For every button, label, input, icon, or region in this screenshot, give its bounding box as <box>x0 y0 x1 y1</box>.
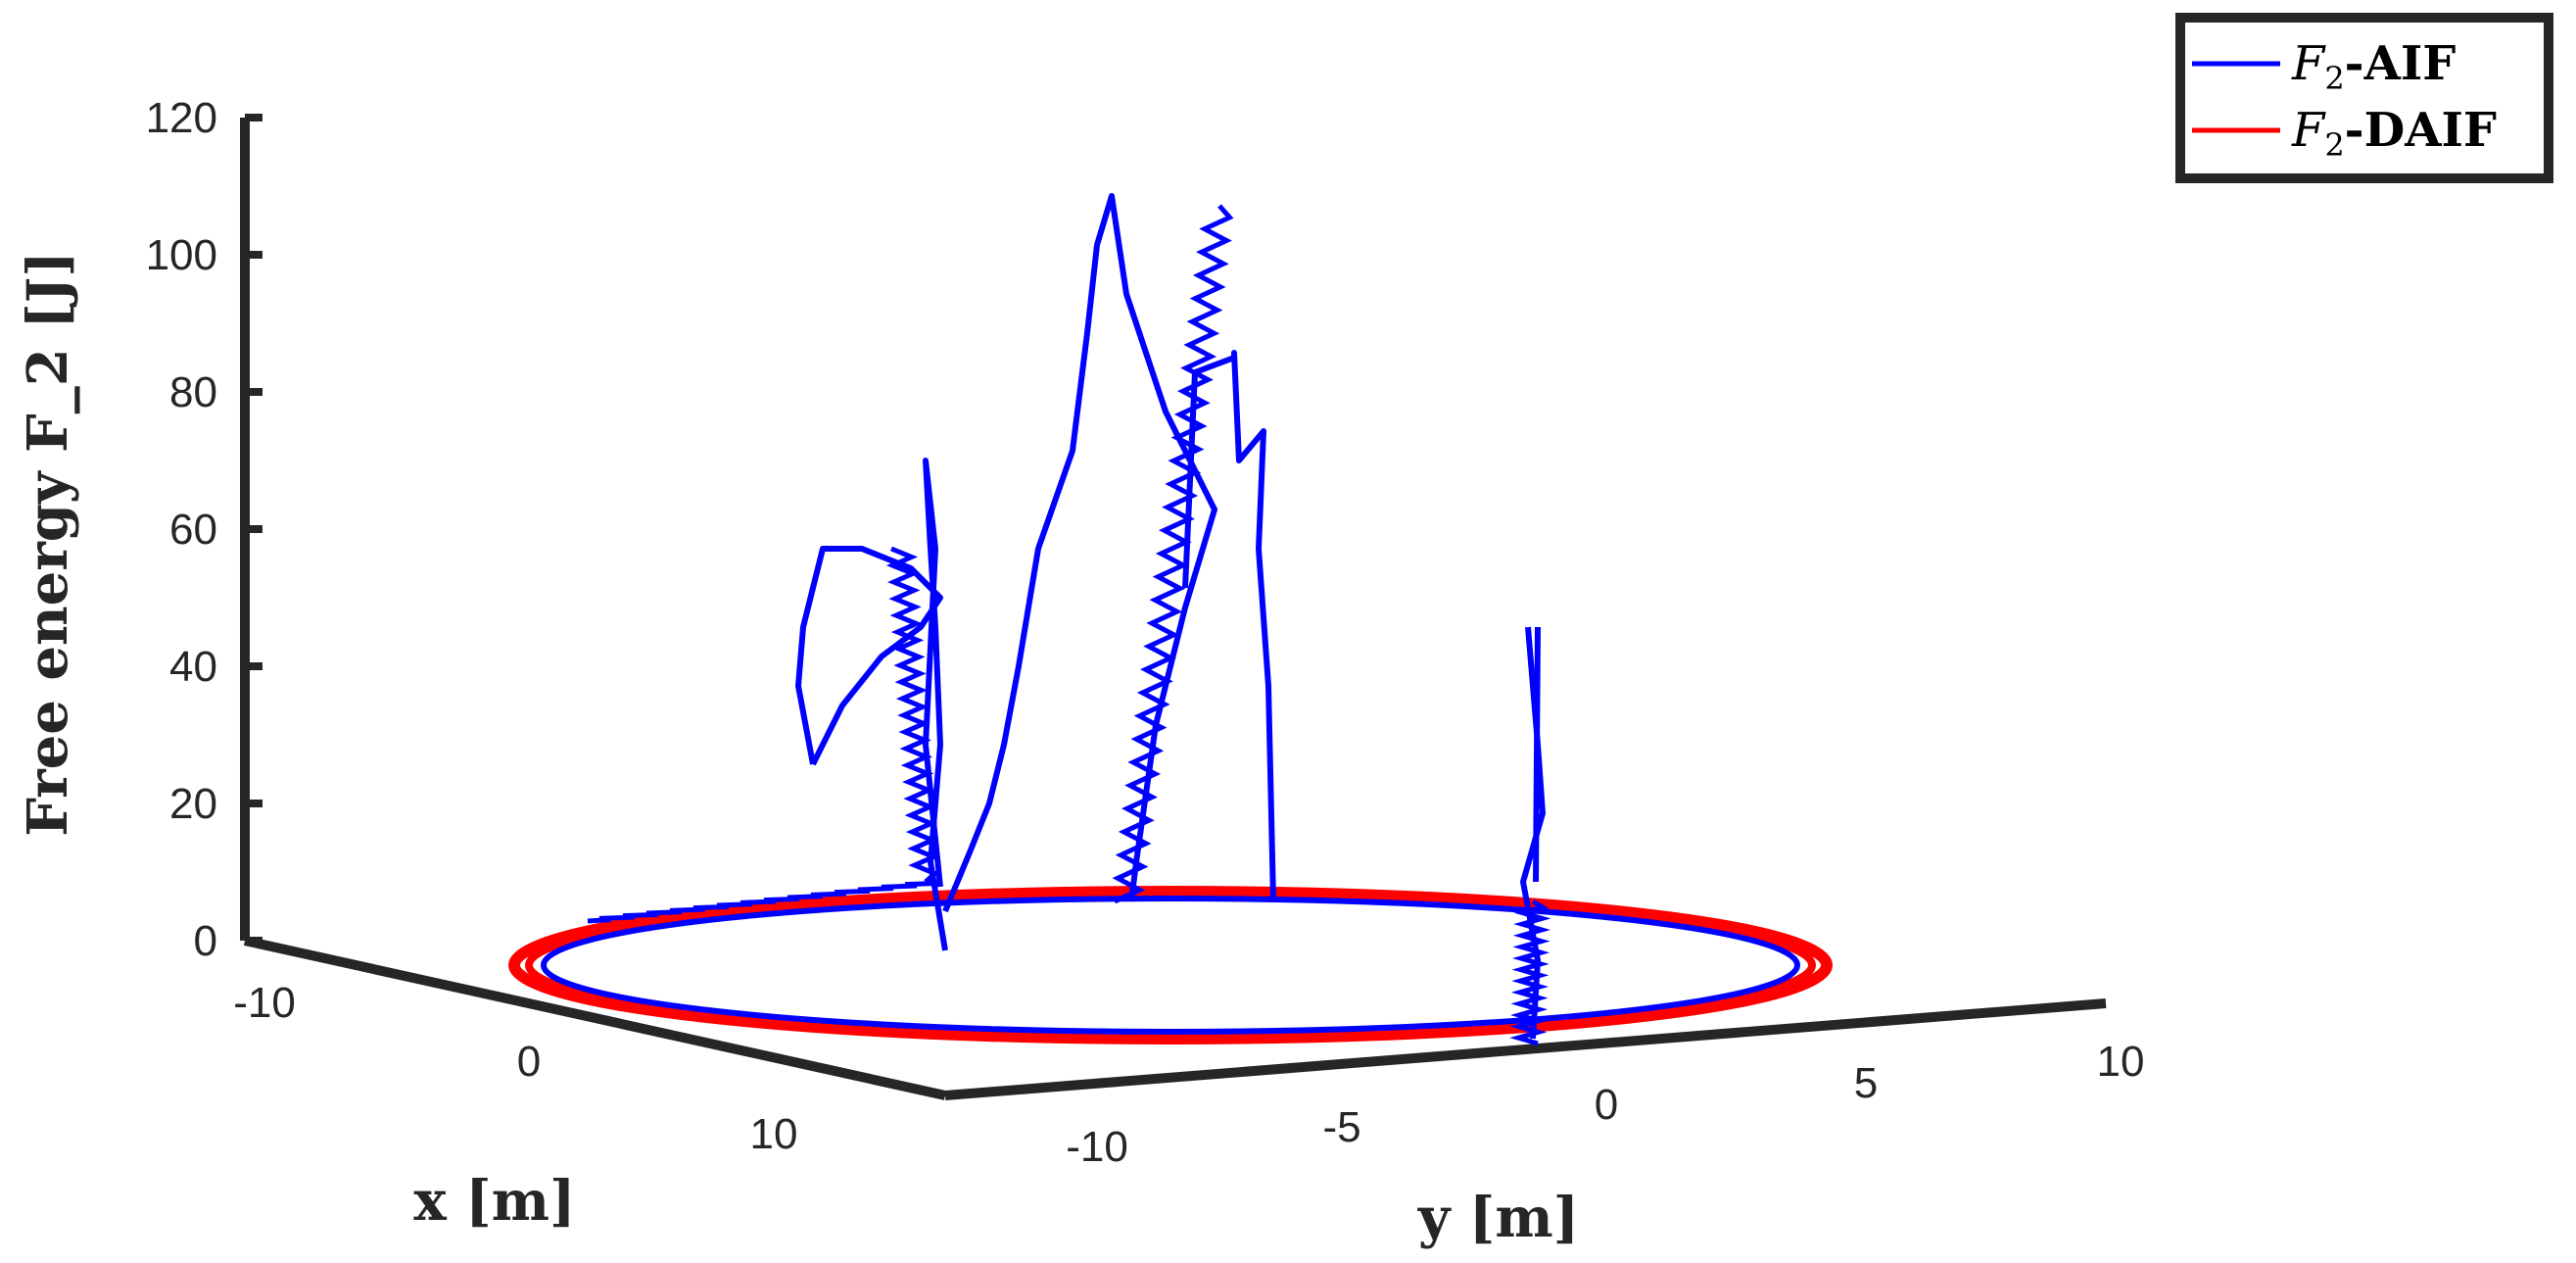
aif-oscillation-right <box>1509 899 1551 1046</box>
y-tick-label: 0 <box>1595 1081 1618 1129</box>
y-axis-line <box>944 998 2107 1100</box>
z-tick-label: 0 <box>194 917 217 965</box>
z-tick-label: 40 <box>169 643 217 691</box>
tick-labels: 0 20 40 60 80 100 120 -10 0 10 -10 -5 0 5 10 <box>146 94 2145 1171</box>
x-axis-line <box>243 936 947 1100</box>
y-axis-label: y [m] <box>1417 1186 1579 1250</box>
aif-spike-4 <box>795 546 943 766</box>
aif-spike-6 <box>1533 626 1541 883</box>
axes-frame <box>240 114 2107 1100</box>
legend: F2-AIF F2-DAIF <box>2175 13 2553 183</box>
aif-oscillation-left <box>885 546 940 884</box>
x-axis-label: x [m] <box>413 1169 575 1234</box>
aif-spike-3 <box>1182 350 1276 902</box>
aif-oscillation-main <box>1112 204 1234 904</box>
z-tick-label: 80 <box>169 368 217 416</box>
daif-ring <box>508 886 1833 1044</box>
aif-spike-2 <box>942 193 1217 913</box>
z-tick-label: 120 <box>146 94 217 142</box>
legend-label-daif: F2-DAIF <box>2291 103 2497 164</box>
y-tick-label: 5 <box>1854 1059 1878 1107</box>
y-tick-label: 10 <box>2097 1038 2145 1086</box>
aif-ring <box>541 896 1800 1035</box>
z-axis-label: Free energy F_2 [J] <box>16 251 80 836</box>
z-tick-label: 20 <box>169 780 217 828</box>
y-tick-label: -5 <box>1322 1103 1360 1151</box>
legend-label-aif: F2-AIF <box>2291 36 2456 97</box>
x-tick-label: 10 <box>750 1110 798 1158</box>
aif-oscillation-ring <box>587 879 941 924</box>
x-tick-label: -10 <box>233 979 296 1027</box>
x-tick-label: 0 <box>517 1038 541 1086</box>
series-layer <box>508 193 1833 1046</box>
z-tick-label: 100 <box>146 231 217 279</box>
y-tick-label: -10 <box>1066 1123 1128 1171</box>
z-tick-label: 60 <box>169 506 217 554</box>
legend-box <box>2175 13 2553 183</box>
